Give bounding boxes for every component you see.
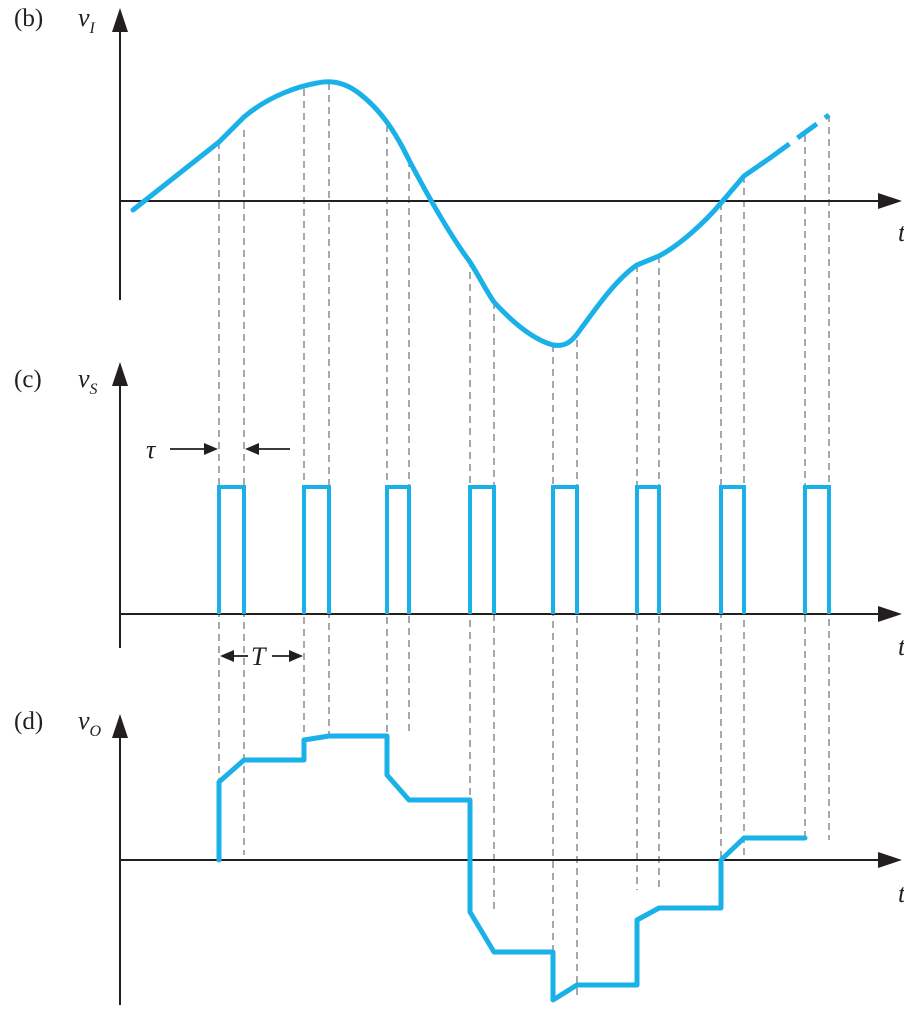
tau-arrowhead-left [204, 443, 218, 455]
tau-label: τ [146, 435, 157, 464]
panel-tag: (c) [14, 366, 42, 393]
output-staircase [216, 733, 808, 1003]
sampling-pulse [803, 485, 831, 614]
period-arrowhead-left [220, 650, 234, 662]
axis-var: v [78, 364, 90, 393]
x-axis-arrowhead [878, 193, 902, 209]
x-axis-label: t [898, 879, 904, 908]
period-label: T [251, 642, 267, 671]
panel-b: (b) vI t [14, 3, 904, 348]
axis-var: v [78, 3, 90, 32]
x-axis-label: t [898, 218, 904, 247]
axis-var: v [78, 706, 90, 735]
input-signal-continuation [768, 112, 831, 161]
axis-subscript: O [90, 723, 102, 740]
y-axis-label: vO [78, 706, 102, 740]
tau-arrowhead-right [245, 443, 259, 455]
x-axis-arrowhead [878, 852, 902, 868]
sampling-pulse [719, 485, 746, 614]
sampling-pulse [385, 485, 411, 614]
sampling-pulse [217, 485, 246, 614]
panel-c: (c) vS t τ T [14, 362, 904, 671]
axis-subscript: S [90, 381, 98, 398]
x-axis-label: t [898, 632, 904, 661]
panel-d: (d) vO t [14, 706, 904, 1005]
sampling-pulse [468, 485, 496, 614]
sampling-pulse [302, 485, 331, 614]
period-arrowhead-right [289, 650, 303, 662]
y-axis-arrowhead [112, 362, 128, 386]
sampling-pulse [551, 485, 579, 614]
y-axis-arrowhead [112, 714, 128, 738]
panel-tag: (d) [14, 708, 43, 735]
axis-subscript: I [89, 20, 96, 37]
y-axis-label: vI [78, 3, 96, 37]
y-axis-label: vS [78, 364, 98, 398]
sampling-pulse [635, 485, 661, 614]
input-signal-curve [130, 79, 773, 348]
y-axis-arrowhead [112, 8, 128, 32]
period-dimension: T [220, 642, 303, 671]
x-axis-arrowhead [878, 606, 902, 622]
panel-tag: (b) [14, 5, 43, 32]
sampling-guide-lines [218, 83, 830, 1000]
tau-dimension: τ [146, 435, 290, 464]
